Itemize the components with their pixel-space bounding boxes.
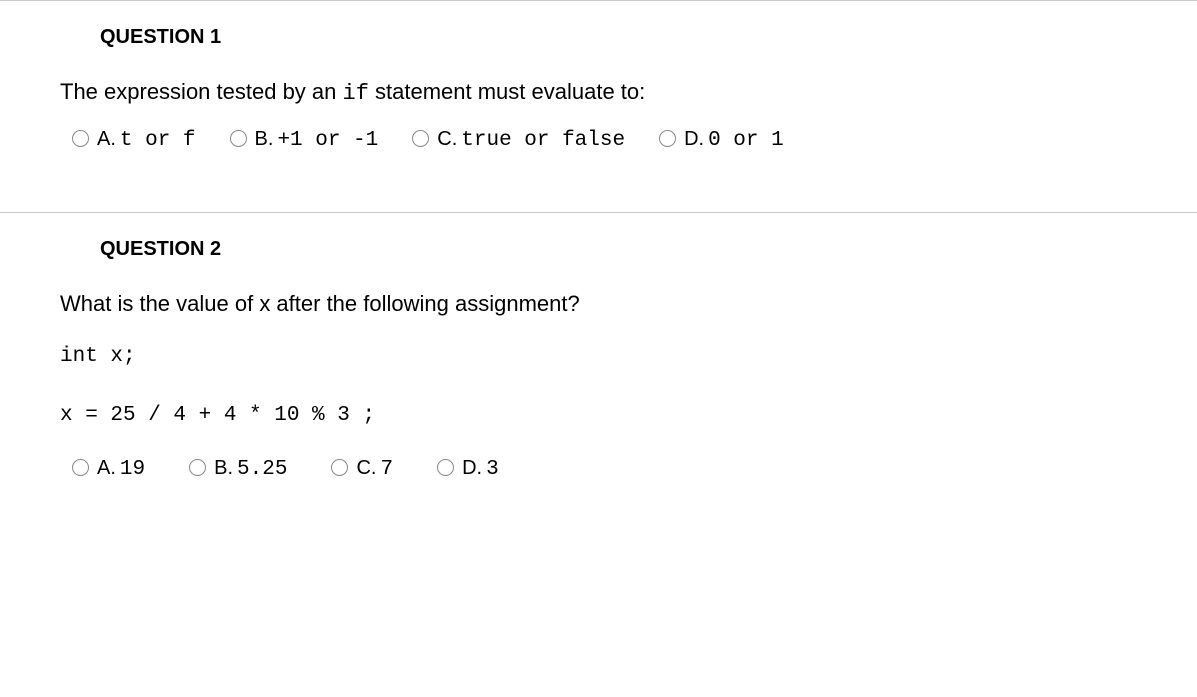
option-value: 5.25 [237,458,287,481]
radio-icon[interactable] [659,130,676,147]
question-1-options: A. t or f B. +1 or -1 C. true or false D… [72,128,1137,152]
option-a[interactable]: A. t or f [72,128,196,152]
option-letter: D. [684,128,704,151]
option-value: 7 [380,458,393,481]
option-d[interactable]: D. 3 [437,457,499,481]
option-value: t or f [120,129,196,152]
radio-icon[interactable] [437,459,454,476]
option-letter: C. [356,457,376,480]
option-letter: A. [97,128,116,151]
option-value: +1 or -1 [277,129,378,152]
radio-icon[interactable] [412,130,429,147]
option-letter: B. [255,128,274,151]
option-value: 19 [120,458,145,481]
question-2: QUESTION 2 What is the value of x after … [0,212,1197,541]
option-letter: C. [437,128,457,151]
option-letter: A. [97,457,116,480]
option-a[interactable]: A. 19 [72,457,145,481]
question-1-inner: QUESTION 1 The expression tested by an i… [0,1,1197,212]
option-value: 3 [486,458,499,481]
option-value: true or false [461,129,625,152]
option-c[interactable]: C. true or false [412,128,625,152]
radio-icon[interactable] [230,130,247,147]
code-line-2: x = 25 / 4 + 4 * 10 % 3 ; [60,397,1137,435]
option-b[interactable]: B. +1 or -1 [230,128,379,152]
option-letter: D. [462,457,482,480]
question-2-options: A. 19 B. 5.25 C. 7 D. 3 [72,457,1137,481]
option-value: 0 or 1 [708,129,784,152]
prompt-pre: The expression tested by an [60,79,343,104]
option-c[interactable]: C. 7 [331,457,393,481]
prompt-post: statement must evaluate to: [369,79,645,104]
question-1: QUESTION 1 The expression tested by an i… [0,0,1197,212]
prompt-code: if [343,81,369,106]
radio-icon[interactable] [189,459,206,476]
radio-icon[interactable] [331,459,348,476]
radio-icon[interactable] [72,130,89,147]
question-1-title: QUESTION 1 [100,26,1137,49]
radio-icon[interactable] [72,459,89,476]
option-letter: B. [214,457,233,480]
question-2-title: QUESTION 2 [100,238,1137,261]
question-2-inner: QUESTION 2 What is the value of x after … [0,213,1197,541]
question-2-prompt: What is the value of x after the followi… [60,289,1137,320]
option-b[interactable]: B. 5.25 [189,457,287,481]
option-d[interactable]: D. 0 or 1 [659,128,784,152]
code-line-1: int x; [60,338,1137,376]
question-1-prompt: The expression tested by an if statement… [60,77,1137,110]
